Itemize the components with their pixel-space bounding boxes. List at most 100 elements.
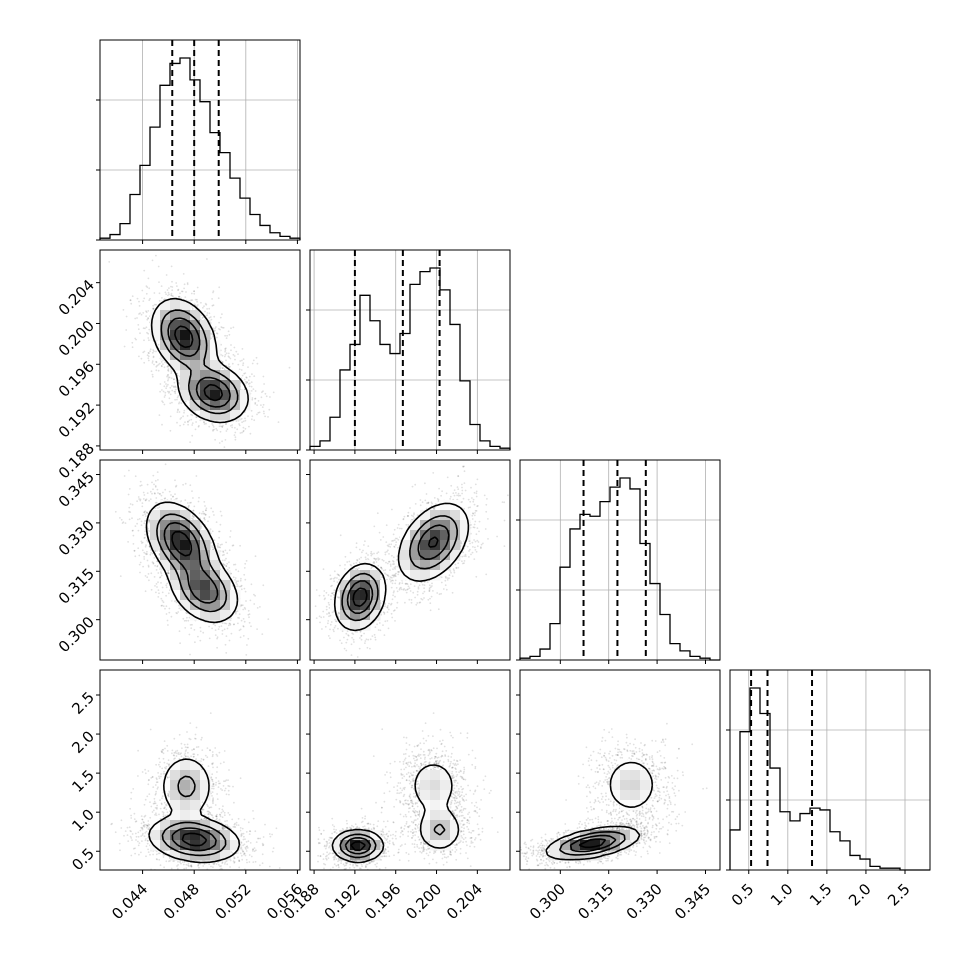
scatter-point — [179, 418, 182, 420]
scatter-point — [264, 415, 266, 418]
scatter-point — [119, 517, 121, 519]
scatter-point — [178, 411, 181, 413]
scatter-point — [216, 429, 219, 432]
density-cell — [170, 320, 181, 331]
scatter-point — [215, 521, 218, 523]
scatter-point — [142, 351, 145, 354]
scatter-point — [145, 310, 147, 312]
scatter-point — [156, 565, 159, 568]
scatter-point — [144, 515, 147, 517]
density-cell — [190, 350, 201, 361]
scatter-point — [157, 343, 160, 346]
scatter-point — [231, 585, 234, 587]
scatter-point — [234, 579, 236, 581]
scatter-point — [243, 372, 246, 375]
density-cell — [220, 400, 231, 411]
scatter-point — [215, 332, 218, 335]
contour-level-1 — [160, 309, 239, 415]
scatter-point — [145, 553, 148, 556]
scatter-point — [242, 635, 245, 637]
scatter-point — [246, 381, 249, 384]
density-cell — [160, 330, 171, 341]
scatter-point — [130, 302, 133, 305]
scatter-content — [114, 463, 270, 656]
scatter-panel-0-2 — [99, 459, 301, 661]
scatter-point — [233, 563, 235, 566]
scatter-point — [233, 346, 236, 349]
scatter-point — [252, 359, 255, 362]
scatter-point — [165, 613, 168, 615]
scatter-point — [192, 497, 194, 499]
scatter-point — [167, 291, 170, 294]
scatter-point — [227, 624, 230, 627]
scatter-point — [221, 426, 224, 428]
scatter-point — [140, 313, 143, 316]
scatter-point — [180, 402, 183, 405]
scatter-point — [227, 330, 230, 333]
scatter-point — [219, 316, 222, 319]
scatter-point — [175, 612, 178, 614]
scatter-point — [238, 424, 241, 427]
scatter-point — [219, 523, 222, 526]
scatter-point — [189, 624, 192, 626]
scatter-point — [164, 488, 167, 491]
scatter-point — [250, 390, 253, 392]
scatter-point — [205, 509, 207, 512]
scatter-point — [166, 365, 169, 368]
scatter-point — [238, 423, 241, 425]
scatter-point — [163, 396, 166, 398]
scatter-point — [147, 357, 150, 360]
histogram-frame — [99, 39, 301, 241]
scatter-point — [254, 401, 257, 404]
scatter-point — [200, 301, 202, 304]
scatter-point — [254, 390, 257, 392]
scatter-point — [138, 305, 141, 307]
scatter-point — [234, 431, 237, 434]
scatter-point — [146, 576, 149, 579]
scatter-point — [165, 387, 168, 390]
scatter-point — [253, 375, 256, 377]
scatter-point — [160, 597, 163, 600]
scatter-point — [241, 431, 243, 434]
scatter-point — [201, 512, 203, 515]
scatter-point — [269, 396, 271, 398]
scatter-point — [194, 298, 197, 301]
scatter-point — [171, 495, 174, 498]
scatter-point — [139, 571, 141, 574]
scatter-point — [262, 403, 265, 406]
scatter-point — [177, 395, 180, 397]
histogram-panel-3 — [726, 669, 931, 871]
scatter-point — [235, 568, 237, 571]
scatter-point — [237, 622, 239, 625]
scatter-point — [174, 392, 177, 395]
density-cell — [190, 310, 201, 321]
scatter-point — [235, 420, 238, 422]
scatter-point — [264, 392, 267, 395]
scatter-point — [131, 341, 134, 344]
scatter-point — [216, 332, 219, 335]
scatter-point — [196, 300, 199, 303]
density-cell — [170, 350, 181, 361]
scatter-point — [155, 369, 158, 372]
scatter-point — [240, 369, 243, 371]
density-cell — [180, 310, 191, 321]
density-cell — [200, 370, 211, 381]
density-cell — [160, 300, 171, 311]
scatter-point — [176, 497, 178, 500]
scatter-point — [242, 364, 244, 367]
scatter-point — [229, 365, 231, 368]
scatter-point — [151, 492, 153, 495]
scatter-point — [254, 397, 256, 400]
scatter-point — [153, 492, 156, 495]
scatter-point — [253, 593, 255, 596]
scatter-point — [240, 585, 243, 588]
scatter-point — [164, 291, 167, 294]
scatter-point — [148, 352, 150, 354]
scatter-point — [261, 633, 264, 635]
scatter-point — [142, 312, 145, 314]
scatter-point — [149, 490, 152, 493]
scatter-point — [123, 345, 126, 348]
scatter-point — [226, 334, 229, 337]
scatter-point — [233, 355, 236, 357]
